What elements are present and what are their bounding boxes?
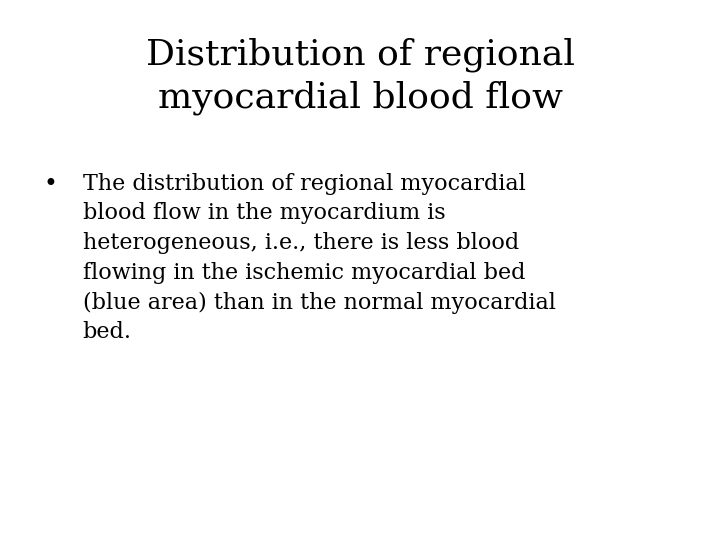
Text: •: •	[43, 173, 57, 196]
Text: The distribution of regional myocardial
blood flow in the myocardium is
heteroge: The distribution of regional myocardial …	[83, 173, 556, 343]
Text: Distribution of regional
myocardial blood flow: Distribution of regional myocardial bloo…	[145, 38, 575, 115]
